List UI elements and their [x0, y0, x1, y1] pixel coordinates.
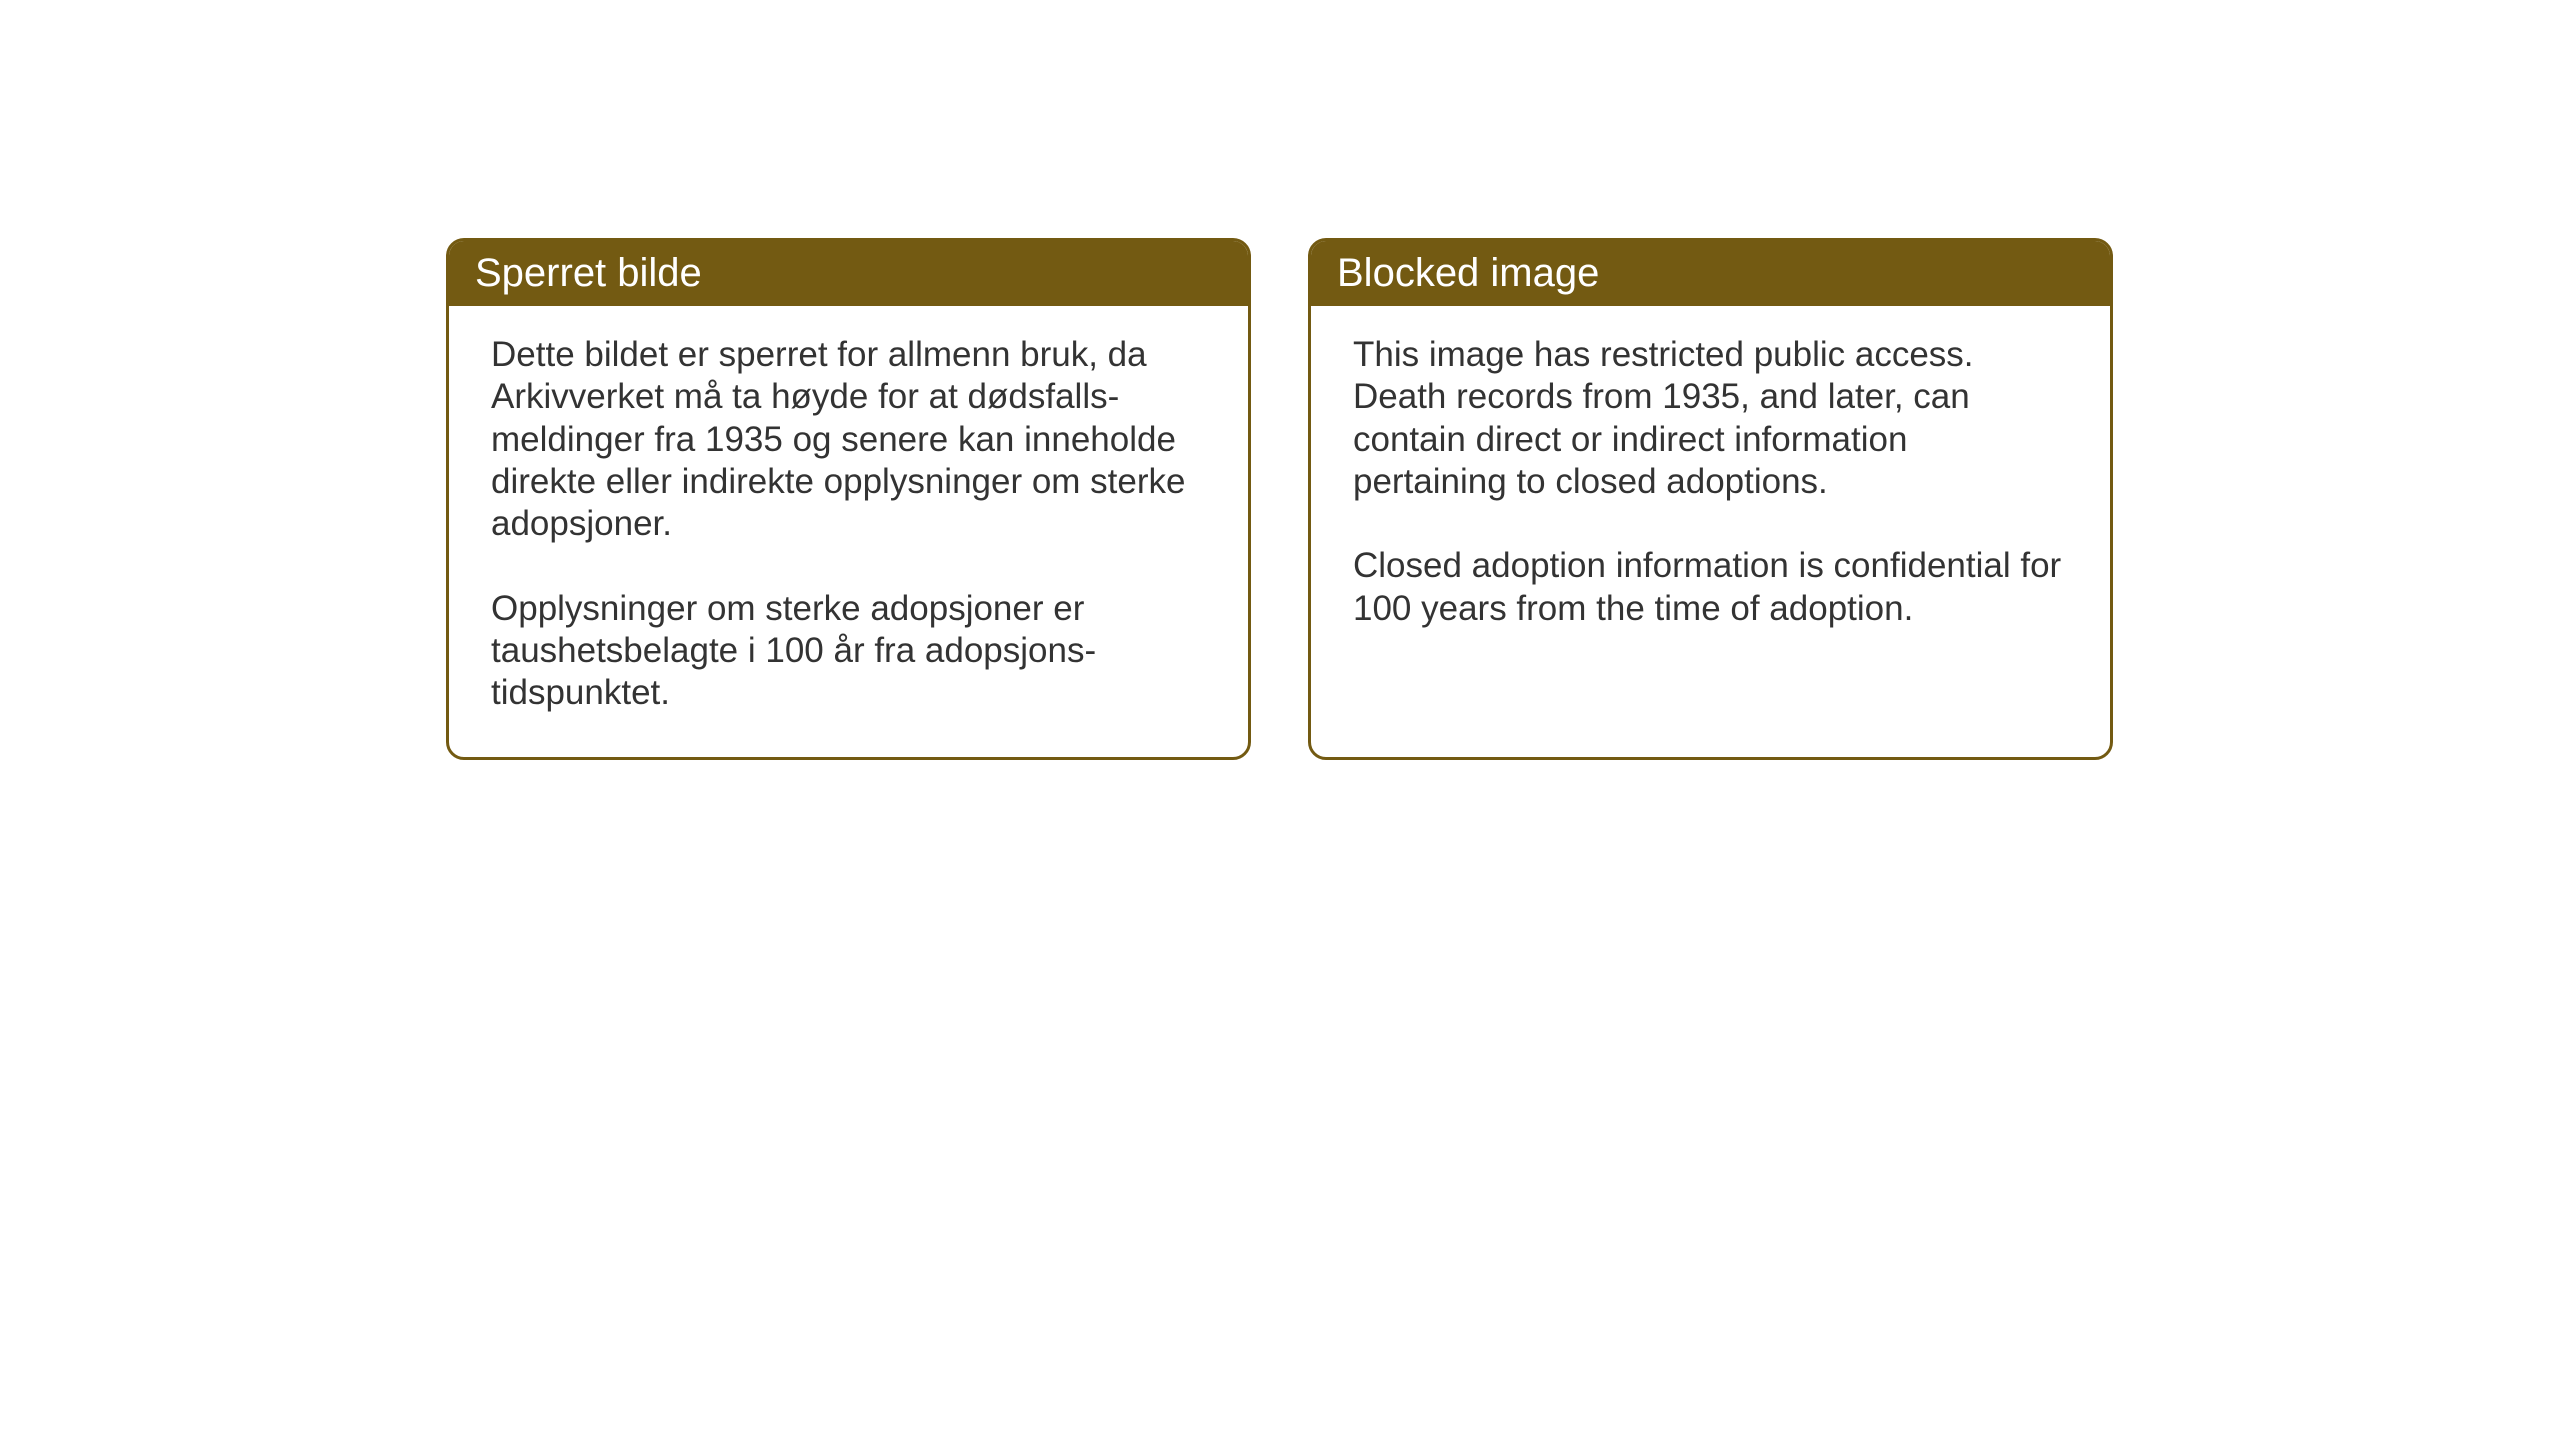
- notice-paragraph-1-english: This image has restricted public access.…: [1353, 334, 2068, 503]
- notice-header-norwegian: Sperret bilde: [449, 241, 1248, 306]
- notice-title-norwegian: Sperret bilde: [475, 251, 702, 295]
- notices-container: Sperret bilde Dette bildet er sperret fo…: [446, 238, 2113, 760]
- notice-paragraph-2-norwegian: Opplysninger om sterke adopsjoner er tau…: [491, 588, 1206, 715]
- notice-body-english: This image has restricted public access.…: [1311, 306, 2110, 672]
- notice-paragraph-1-norwegian: Dette bildet er sperret for allmenn bruk…: [491, 334, 1206, 546]
- notice-box-norwegian: Sperret bilde Dette bildet er sperret fo…: [446, 238, 1251, 760]
- notice-body-norwegian: Dette bildet er sperret for allmenn bruk…: [449, 306, 1248, 757]
- notice-title-english: Blocked image: [1337, 251, 1599, 295]
- notice-box-english: Blocked image This image has restricted …: [1308, 238, 2113, 760]
- notice-header-english: Blocked image: [1311, 241, 2110, 306]
- notice-paragraph-2-english: Closed adoption information is confident…: [1353, 545, 2068, 630]
